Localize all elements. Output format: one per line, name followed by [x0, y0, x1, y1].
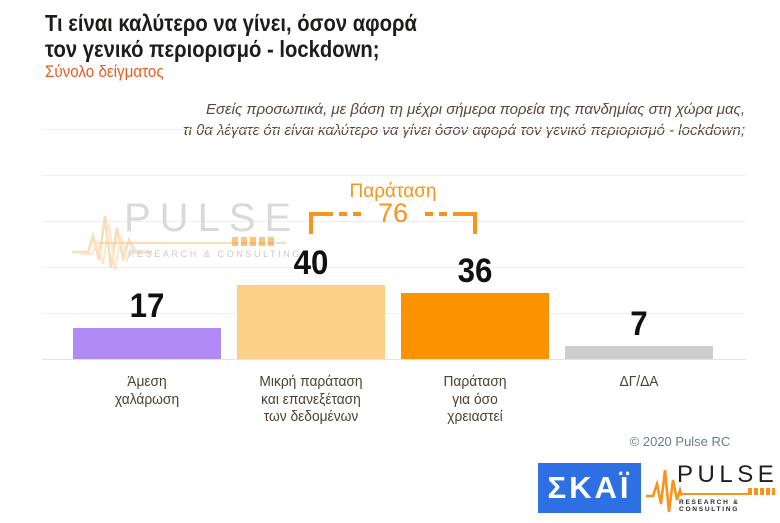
gridline — [42, 313, 746, 314]
bar-value-label: 7 — [630, 305, 648, 344]
category-label: ΔΓ/ΔΑ — [619, 374, 659, 390]
sample-subtitle: Σύνολο δείγματος — [45, 63, 164, 81]
watermark-brand-text: PULSE — [124, 196, 301, 240]
gridline — [42, 221, 746, 222]
watermark-tagline: RESEARCH & CONSULTING — [128, 249, 302, 259]
page-title: Τι είναι καλύτερο να γίνει, όσον αφορά τ… — [45, 10, 417, 62]
skai-logo: ΣΚΑΪ — [538, 463, 641, 513]
pulse-watermark: PULSE RESEARCH & CONSULTING — [72, 196, 302, 278]
bar-0 — [73, 327, 221, 359]
gridline — [42, 175, 746, 176]
pulse-logo-underline — [679, 493, 775, 495]
survey-question: Εσείς προσωπικά, με βάση τη μέχρι σήμερα… — [183, 101, 745, 139]
bracket-left-corner — [309, 212, 325, 234]
gridline — [42, 267, 746, 268]
pulse-logo-text: PULSE — [677, 461, 779, 488]
category-label: Άμεση χαλάρωση — [114, 374, 180, 408]
pulse-logo-tagline: RESEARCH & CONSULTING — [679, 499, 740, 513]
bar-value-label: 36 — [457, 251, 493, 290]
pulse-logo: PULSE RESEARCH & CONSULTING — [646, 456, 778, 520]
bar-1 — [237, 285, 385, 359]
gridline — [42, 359, 746, 360]
watermark-blocks — [232, 237, 276, 246]
bar-value-label: 40 — [293, 244, 329, 283]
bar-3 — [565, 346, 713, 359]
bracket-right-corner — [461, 212, 477, 234]
category-label: Παράταση για όσο χρειαστεί — [443, 374, 507, 425]
copyright-text: © 2020 Pulse RC — [629, 434, 731, 449]
bar-2 — [401, 292, 549, 359]
watermark-underline — [98, 242, 286, 244]
pulse-logo-waveform-icon — [646, 469, 682, 513]
category-label: Μικρή παράταση και επανεξέταση των δεδομ… — [259, 374, 363, 425]
bar-value-label: 17 — [129, 286, 165, 325]
bracket-left-dash — [325, 212, 361, 216]
pulse-logo-blocks — [748, 488, 775, 495]
bracket-right-dash — [425, 212, 461, 216]
annotation-value: 76 — [377, 198, 409, 228]
annotation-label: Παράταση — [349, 181, 437, 202]
pulse-waveform-icon — [72, 215, 152, 271]
gridline — [42, 129, 746, 130]
skai-logo-text: ΣΚΑΪ — [547, 470, 632, 505]
